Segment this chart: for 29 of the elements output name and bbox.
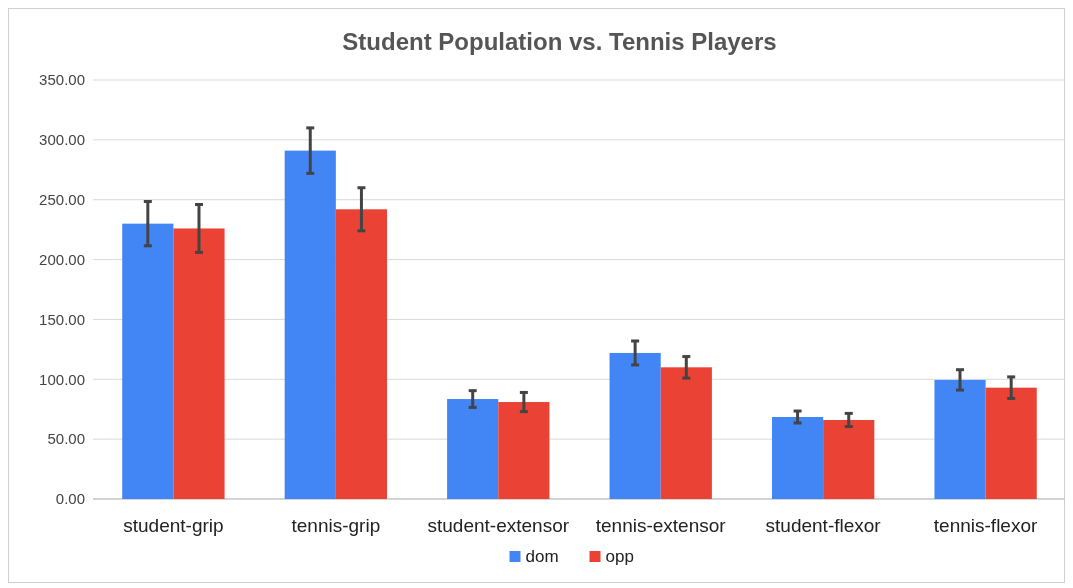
- y-tick-label: 100.00: [39, 370, 85, 388]
- bar: [985, 387, 1037, 499]
- x-tick-label: tennis-flexor: [933, 515, 1039, 536]
- bar: [823, 419, 875, 499]
- bar: [173, 228, 225, 499]
- bar: [609, 352, 661, 499]
- y-tick-label: 0.00: [55, 490, 85, 508]
- y-tick-label: 250.00: [39, 190, 85, 208]
- x-tick-label: tennis-grip: [291, 515, 381, 536]
- bar: [284, 150, 336, 499]
- bar: [934, 379, 986, 499]
- bar: [335, 209, 388, 499]
- bar: [447, 399, 499, 499]
- x-tick-label: student-extensor: [427, 515, 570, 536]
- x-tick-label: tennis-extensor: [595, 515, 727, 536]
- legend-label: opp: [605, 547, 634, 566]
- bar: [498, 402, 550, 499]
- bar: [122, 223, 174, 499]
- bar: [660, 367, 712, 499]
- y-tick-label: 50.00: [47, 430, 85, 448]
- legend-label: dom: [525, 547, 559, 566]
- x-tick-label: student-flexor: [765, 515, 882, 536]
- y-tick-label: 200.00: [39, 250, 85, 268]
- bar: [771, 417, 824, 499]
- chart-title: Student Population vs. Tennis Players: [342, 28, 777, 55]
- x-tick-label: student-grip: [123, 515, 224, 536]
- y-tick-label: 300.00: [39, 131, 85, 149]
- y-tick-label: 350.00: [39, 71, 85, 89]
- y-tick-label: 150.00: [39, 310, 85, 328]
